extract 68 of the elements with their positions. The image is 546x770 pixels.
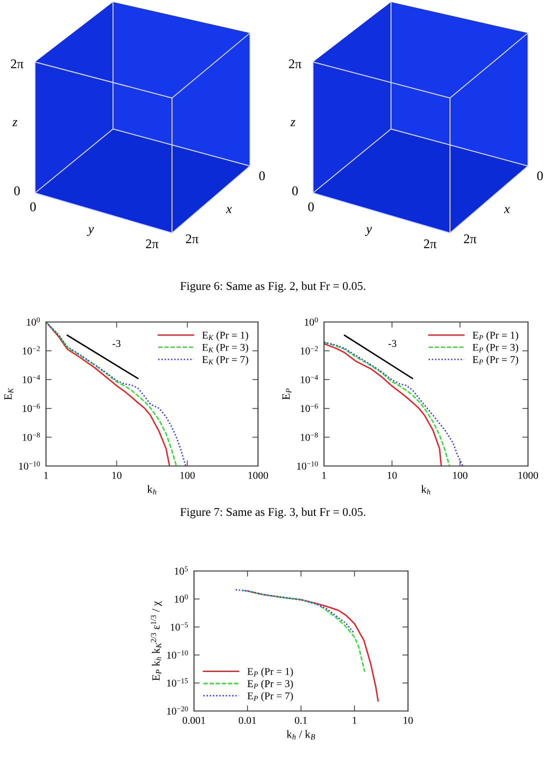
text: 0 xyxy=(308,202,314,212)
text: 2π xyxy=(10,59,24,68)
x-axis-title: k$_{h}$ xyxy=(147,485,156,494)
text: y xyxy=(86,227,94,236)
y-tick-label: 10$^{−6}$ xyxy=(300,404,318,412)
y-tick-label: 10$^{−10}$ xyxy=(297,461,318,470)
x-tick-label: 0.001 xyxy=(182,716,206,724)
text: x xyxy=(226,207,232,214)
y-tick-label: 10$^{−20}$ xyxy=(167,706,188,715)
text: 2π xyxy=(424,239,436,248)
y-tick-label: 10$^{0}$ xyxy=(174,594,188,603)
text: 0 xyxy=(292,186,298,196)
annotation: -3 xyxy=(388,340,396,347)
x-tick-label: 1 xyxy=(322,472,326,479)
text: x xyxy=(504,207,510,214)
x-tick-label: 0.1 xyxy=(294,716,307,724)
x-tick-label: 1 xyxy=(44,472,48,479)
y-tick-label: 10$^{−15}$ xyxy=(167,678,188,687)
y-tick-label: 10$^{−4}$ xyxy=(300,374,318,384)
x-axis-title: k$_{h}$ / k$_{B}$ xyxy=(286,730,316,740)
text: 2π xyxy=(146,239,158,248)
y-tick-label: 10$^{−5}$ xyxy=(170,622,188,631)
y-tick-label: 10$^{0}$ xyxy=(26,317,40,326)
legend-label: E$_{P}$ (Pr = 1) xyxy=(472,331,518,341)
text: 0 xyxy=(30,202,36,212)
x-tick-label: 1000 xyxy=(518,472,538,479)
text: E$_{P}$ k$_{h}$ k$_{K}$$^{2/3}$ ε$^{1/3}$ / χ xyxy=(150,601,162,681)
text: 2π xyxy=(288,59,302,68)
y-tick-label: 10$^{0}$ xyxy=(304,317,318,326)
x-tick-label: 0.01 xyxy=(238,716,256,724)
legend-label: E$_{P}$ (Pr = 3) xyxy=(472,344,518,354)
y-tick-label: 10$^{−2}$ xyxy=(300,346,318,354)
text: y xyxy=(364,227,372,236)
y-tick-label: 10$^{−6}$ xyxy=(22,404,40,412)
text: 0 xyxy=(259,171,265,180)
x-tick-label: 100 xyxy=(180,472,195,479)
y-tick-label: 10$^{−10}$ xyxy=(19,461,40,470)
text: z xyxy=(290,120,296,126)
x-tick-label: 100 xyxy=(453,472,468,479)
x-tick-label: 1 xyxy=(352,716,356,724)
text: 0 xyxy=(537,171,543,180)
caption: Figure 6: Same as Fig. 2, but Fr = 0.05. xyxy=(180,282,366,292)
x-tick-label: 10 xyxy=(388,472,397,479)
y-tick-label: 10$^{5}$ xyxy=(174,566,188,575)
text: 0 xyxy=(14,186,20,196)
text: z xyxy=(12,120,18,126)
y-tick-label: 10$^{−2}$ xyxy=(22,346,40,354)
x-axis-title: k$_{h}$ xyxy=(421,485,430,494)
y-tick-label: 10$^{−10}$ xyxy=(167,650,188,659)
y-axis-title: E$_{P}$ xyxy=(282,388,292,400)
x-tick-label: 10 xyxy=(404,716,413,724)
x-tick-label: 1000 xyxy=(248,472,268,479)
y-axis-title: E$_{K}$ xyxy=(4,388,14,400)
legend-label: E$_{P}$ (Pr = 3) xyxy=(247,680,293,690)
y-tick-label: 10$^{−8}$ xyxy=(300,432,318,441)
legend-label: E$_{K}$ (Pr = 3) xyxy=(202,344,248,354)
y-tick-label: 10$^{−8}$ xyxy=(22,432,40,441)
caption: Figure 7: Same as Fig. 3, but Fr = 0.05. xyxy=(180,508,366,518)
text: 2π xyxy=(186,234,198,244)
legend-label: E$_{P}$ (Pr = 7) xyxy=(247,692,293,702)
legend-label: E$_{P}$ (Pr = 1) xyxy=(247,668,293,678)
legend-label: E$_{K}$ (Pr = 1) xyxy=(202,331,248,341)
legend-label: E$_{K}$ (Pr = 7) xyxy=(202,356,248,366)
annotation: -3 xyxy=(112,340,120,347)
x-tick-label: 10 xyxy=(112,472,122,479)
legend-label: E$_{P}$ (Pr = 7) xyxy=(472,356,518,366)
text: 2π xyxy=(464,234,476,244)
y-tick-label: 10$^{−4}$ xyxy=(22,374,40,384)
